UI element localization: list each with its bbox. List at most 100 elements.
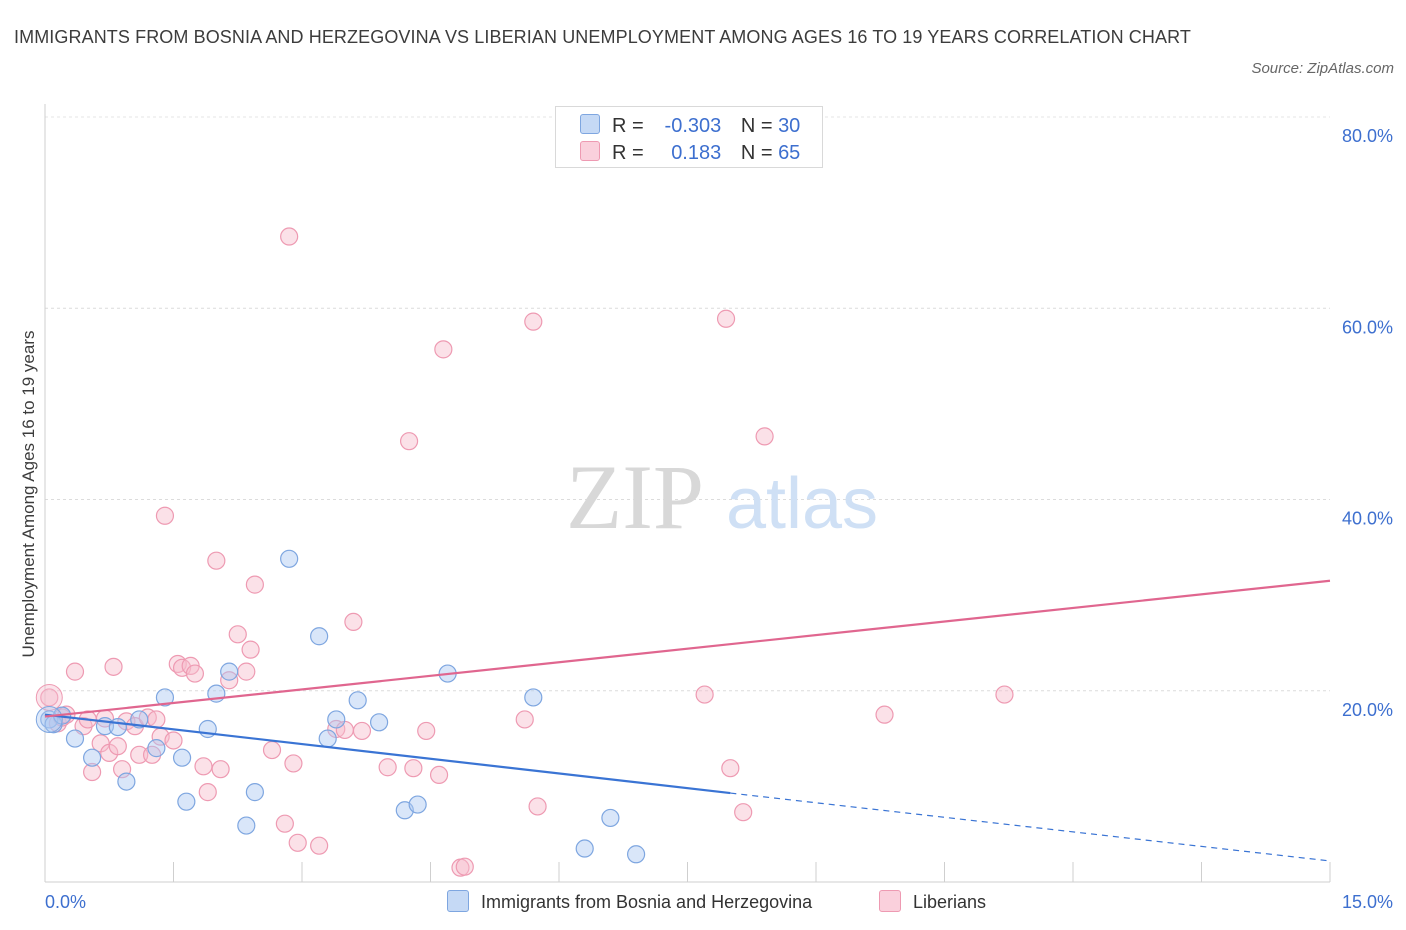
trend-lines xyxy=(44,579,1331,862)
liberians-point xyxy=(147,710,166,729)
y-axis-title: Unemployment Among Ages 16 to 19 years xyxy=(19,331,38,658)
liberians-point xyxy=(721,759,740,778)
axis-labels: 20.0% 40.0% 60.0% 80.0% 0.0% 15.0% Unemploymen… xyxy=(19,126,1393,912)
bosnia-point xyxy=(83,748,102,767)
bosnia-point xyxy=(108,717,127,737)
bosnia-point xyxy=(245,783,264,802)
bosnia-point xyxy=(601,808,620,828)
liberians-point xyxy=(344,612,363,632)
series-legend-liberians[interactable]: Liberians xyxy=(879,890,986,913)
legend-swatch-liberians xyxy=(580,141,600,161)
liberians-point xyxy=(241,640,260,659)
liberians-point xyxy=(198,783,217,802)
liberians-point xyxy=(280,227,299,246)
liberians-point xyxy=(734,803,753,822)
bosnia-points xyxy=(35,549,646,864)
bosnia-point xyxy=(575,839,594,858)
liberians-point xyxy=(275,814,294,833)
legend-n-label: N = xyxy=(740,115,773,137)
bosnia-point xyxy=(147,739,166,758)
bosnia-trend-line xyxy=(44,713,731,795)
liberians-point xyxy=(455,857,474,876)
series-legend-liberians-label: Liberians xyxy=(913,892,987,912)
series-swatch-bosnia xyxy=(447,890,469,912)
liberians-point xyxy=(245,575,264,594)
source-label: Source: ZipAtlas.com xyxy=(1251,60,1394,77)
chart-title: IMMIGRANTS FROM BOSNIA AND HERZEGOVINA V… xyxy=(14,27,1191,47)
legend-n-value: 65 xyxy=(778,142,801,164)
gridlines xyxy=(45,116,1330,692)
bosnia-point xyxy=(327,710,346,729)
liberians-point xyxy=(399,432,419,451)
legend-r-value: 0.183 xyxy=(671,142,722,164)
legend-r-label: R = xyxy=(612,142,644,164)
series-legend-bosnia-label: Immigrants from Bosnia and Herzegovina xyxy=(481,892,813,912)
liberians-trend-line xyxy=(44,579,1331,718)
bosnia-cluster-point xyxy=(35,705,63,733)
liberians-point xyxy=(155,506,175,525)
liberians-point xyxy=(104,657,123,676)
watermark-zip: ZIP xyxy=(566,446,704,548)
bosnia-point xyxy=(172,748,192,767)
bosnia-point xyxy=(155,688,175,707)
liberians-point xyxy=(528,797,547,816)
bosnia-point xyxy=(408,795,427,814)
bosnia-point xyxy=(348,691,367,710)
liberians-point xyxy=(755,427,774,446)
liberians-point xyxy=(524,312,543,331)
liberians-point xyxy=(207,551,226,570)
liberians-point xyxy=(404,759,423,778)
liberians-point xyxy=(515,710,534,729)
legend-row-bosnia: R = -0.303 N = 30 xyxy=(580,114,801,137)
bosnia-point xyxy=(220,662,239,681)
liberians-point xyxy=(875,705,894,724)
liberians-point xyxy=(164,731,183,750)
bosnia-trend-extrapolation xyxy=(730,792,1331,862)
liberians-point xyxy=(352,721,372,741)
liberians-point xyxy=(108,737,127,756)
bosnia-point xyxy=(318,729,337,748)
bosnia-point xyxy=(117,772,136,791)
liberians-points xyxy=(35,227,1014,877)
liberians-point xyxy=(228,625,247,644)
x-tick-label-max: 15.0% xyxy=(1342,892,1393,912)
liberians-point xyxy=(429,765,449,785)
liberians-point xyxy=(194,757,213,776)
liberians-point xyxy=(262,740,282,760)
liberians-point xyxy=(695,685,714,704)
legend-r-label: R = xyxy=(612,115,644,137)
bosnia-point xyxy=(130,710,149,729)
y-tick-label: 80.0% xyxy=(1342,126,1393,146)
y-tick-label: 40.0% xyxy=(1342,509,1393,529)
correlation-legend: R = -0.303 N = 30 R = 0.183 N = 65 xyxy=(555,106,823,168)
liberians-point xyxy=(434,340,453,359)
legend-r-value: -0.303 xyxy=(664,115,722,137)
legend-swatch-bosnia xyxy=(580,114,600,134)
x-tick-label-min: 0.0% xyxy=(45,892,86,912)
bosnia-point xyxy=(310,627,329,646)
bosnia-point xyxy=(626,845,646,864)
liberians-point xyxy=(378,758,397,777)
legend-n-value: 30 xyxy=(778,115,801,137)
legend-n-label: N = xyxy=(740,142,773,164)
y-tick-label: 20.0% xyxy=(1342,700,1393,720)
series-swatch-liberians xyxy=(879,890,901,912)
axes xyxy=(44,104,1331,883)
watermark-atlas: atlas xyxy=(726,464,878,544)
liberians-point xyxy=(65,662,85,681)
liberians-point xyxy=(83,762,102,782)
series-legend-bosnia[interactable]: Immigrants from Bosnia and Herzegovina xyxy=(447,890,812,913)
y-tick-label: 60.0% xyxy=(1342,317,1393,337)
liberians-point xyxy=(237,662,256,681)
bosnia-point xyxy=(237,816,256,835)
bosnia-point xyxy=(280,549,299,568)
bosnia-point xyxy=(65,729,85,748)
liberians-point xyxy=(288,833,307,852)
watermark: ZIP atlas xyxy=(566,446,878,548)
liberians-point xyxy=(185,664,205,683)
liberians-point xyxy=(211,760,230,779)
liberians-point xyxy=(310,836,329,855)
liberians-point xyxy=(130,745,149,764)
legend-row-liberians: R = 0.183 N = 65 xyxy=(580,141,801,164)
